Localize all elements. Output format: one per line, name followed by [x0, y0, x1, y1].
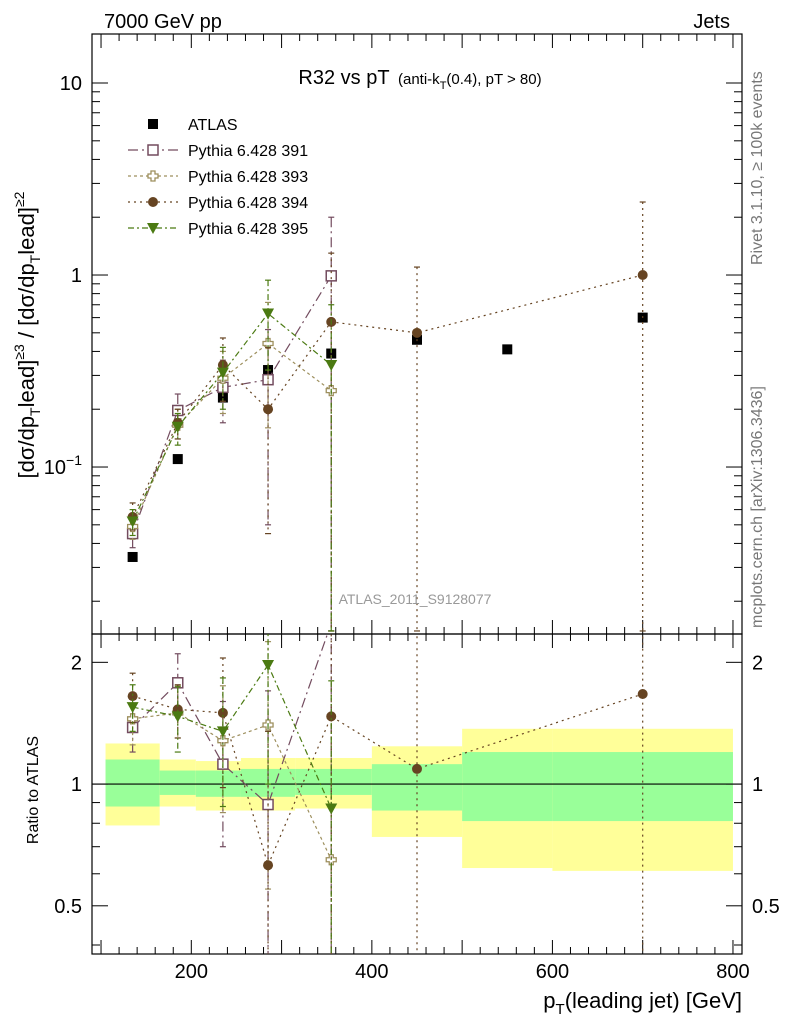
- data-point: [216, 726, 229, 738]
- mcplots-label: mcplots.cern.ch [arXiv:1306.3436]: [749, 386, 766, 628]
- x-axis-title: pT(leading jet) [GeV]: [543, 988, 742, 1018]
- series-line: [132, 342, 332, 527]
- band-green-0: [105, 759, 160, 807]
- legend-marker: [148, 119, 158, 129]
- ratio-y-tick-label: 1: [71, 774, 82, 796]
- series-line: [132, 312, 332, 522]
- series-pythia-6-428-394: [127, 634, 648, 954]
- legend-marker: [148, 197, 158, 207]
- legend-label: Pythia 6.428 394: [188, 195, 308, 212]
- data-point: [326, 348, 337, 359]
- ratio-y-tick-label: 2: [752, 652, 763, 674]
- data-point: [637, 270, 648, 281]
- ratio-y-tick-label: 0.5: [752, 896, 780, 918]
- header-right: Jets: [693, 11, 730, 33]
- data-point: [217, 392, 228, 403]
- ratio-y-tick-label: 1: [752, 774, 763, 796]
- plot-title: R32 vs pT (anti-kT(0.4), pT > 80): [298, 67, 541, 92]
- data-point: [325, 270, 337, 282]
- legend: ATLAS Pythia 6.428 391 Pythia 6.428 393 Pyt…: [128, 117, 308, 238]
- legend-label: Pythia 6.428 395: [188, 221, 308, 238]
- legend-item: Pythia 6.428 391: [128, 143, 308, 160]
- series-pythia-6-428-394: [127, 201, 648, 632]
- main-panel-data: [126, 201, 648, 632]
- data-point: [262, 337, 274, 350]
- data-point: [216, 367, 229, 379]
- data-point: [637, 688, 648, 699]
- band-green-6: [462, 752, 553, 822]
- data-point: [217, 735, 229, 747]
- data-point: [171, 421, 184, 433]
- data-point: [126, 702, 139, 714]
- data-point: [127, 691, 138, 702]
- data-point: [217, 707, 228, 718]
- ratio-panel-data: [126, 634, 648, 954]
- series-pythia-6-428-395: [126, 279, 338, 632]
- data-point: [325, 803, 338, 815]
- legend-label: Pythia 6.428 393: [188, 169, 308, 186]
- legend-item: Pythia 6.428 395: [128, 221, 308, 238]
- y-tick-label: 10−1: [44, 452, 82, 479]
- series-pythia-6-428-391: [126, 216, 337, 632]
- ratio-panel-frame: [91, 633, 743, 955]
- y-tick-label: 10: [60, 73, 82, 95]
- x-tick-label: 600: [536, 961, 569, 983]
- axis-tick-labels: 200 400 600 800 10−1 1 10 0.5 0.5 1 1 2 2: [44, 73, 780, 983]
- series-pythia-6-428-395: [126, 634, 338, 954]
- legend-marker: [147, 144, 159, 156]
- legend-item: ATLAS: [148, 117, 238, 134]
- data-point: [262, 308, 275, 320]
- legend-item: Pythia 6.428 394: [128, 195, 308, 212]
- legend-label: ATLAS: [188, 117, 238, 134]
- data-point: [262, 659, 275, 671]
- header-left: 7000 GeV pp: [104, 11, 222, 33]
- ratio-y-tick-label: 0.5: [54, 896, 82, 918]
- x-tick-label: 200: [175, 961, 208, 983]
- data-point: [412, 763, 422, 774]
- data-point: [126, 713, 139, 725]
- series-line: [132, 274, 643, 518]
- series-atlas: [127, 312, 648, 562]
- y-tick-label: 1: [71, 265, 82, 287]
- band-green-1: [159, 770, 196, 795]
- analysis-watermark: ATLAS_2011_S9128077: [339, 591, 492, 607]
- series-line: [132, 634, 329, 806]
- legend-marker: [147, 170, 159, 182]
- ratio-y-tick-label: 2: [71, 652, 82, 674]
- data-point: [172, 454, 183, 465]
- x-tick-label: 400: [355, 961, 388, 983]
- data-point: [412, 327, 422, 338]
- data-point: [127, 551, 138, 562]
- data-point: [326, 711, 337, 722]
- main-y-axis-title: [dσ/dpTlead]≥3 / [dσ/dpTlead]≥2: [11, 191, 43, 478]
- data-point: [171, 711, 184, 723]
- rivet-label: Rivet 3.1.10, ≥ 100k events: [749, 71, 766, 265]
- x-tick-label: 800: [716, 961, 749, 983]
- legend-item: Pythia 6.428 393: [128, 169, 308, 186]
- data-point: [502, 344, 513, 355]
- legend-label: Pythia 6.428 391: [188, 143, 308, 160]
- data-point: [126, 516, 139, 528]
- data-point: [325, 359, 338, 371]
- legend-marker: [147, 223, 159, 234]
- data-point: [263, 860, 274, 871]
- series-line: [132, 275, 332, 534]
- band-green-4: [295, 768, 372, 795]
- ratio-uncertainty-bands: [105, 728, 733, 871]
- axis-ticks: [92, 34, 742, 954]
- data-point: [263, 404, 274, 415]
- ratio-y-axis-title: Ratio to ATLAS: [25, 736, 42, 844]
